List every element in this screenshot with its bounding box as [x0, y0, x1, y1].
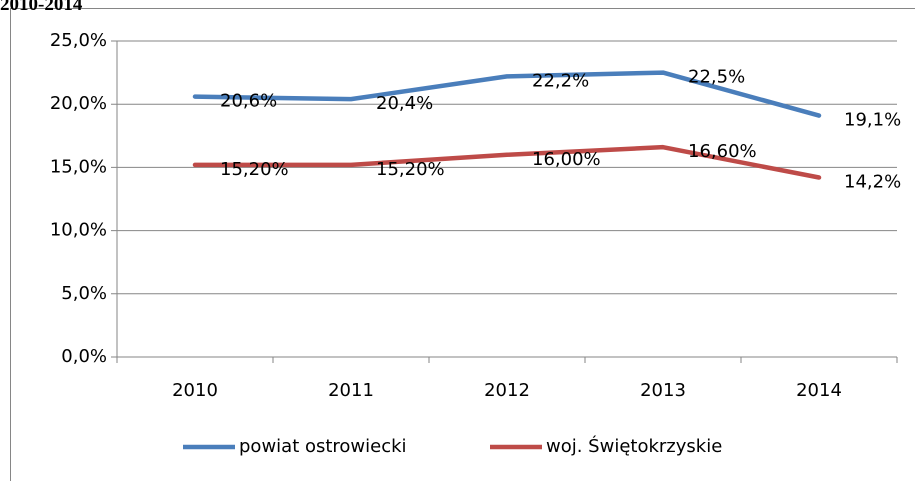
data-label: 22,5%: [688, 67, 745, 88]
x-tick-label: 2013: [640, 380, 686, 401]
chart-border: [10, 8, 915, 481]
y-tick-label: 25,0%: [50, 30, 107, 51]
x-tick-label: 2012: [484, 380, 530, 401]
data-label: 16,60%: [688, 141, 757, 162]
data-label: 22,2%: [532, 70, 589, 91]
y-tick-label: 5,0%: [61, 283, 107, 304]
data-label: 14,2%: [844, 172, 901, 193]
data-label: 20,4%: [376, 93, 433, 114]
data-label: 15,20%: [376, 159, 445, 180]
y-tick-label: 15,0%: [50, 156, 107, 177]
y-tick-label: 0,0%: [61, 346, 107, 367]
data-label: 16,00%: [532, 149, 601, 170]
series-line: [192, 70, 822, 118]
y-tick-label: 10,0%: [50, 220, 107, 241]
x-tick-label: 2014: [796, 380, 842, 401]
x-tick-label: 2010: [172, 380, 218, 401]
series-line: [192, 144, 822, 180]
data-label: 15,20%: [220, 159, 289, 180]
x-tick-label: 2011: [328, 380, 374, 401]
legend-label: powiat ostrowiecki: [239, 436, 407, 457]
legend-label: woj. Świętokrzyskie: [546, 435, 722, 457]
y-tick-label: 20,0%: [50, 93, 107, 114]
chart-title: 2010-2014: [0, 0, 83, 15]
data-label: 20,6%: [220, 91, 277, 112]
data-label: 19,1%: [844, 110, 901, 131]
